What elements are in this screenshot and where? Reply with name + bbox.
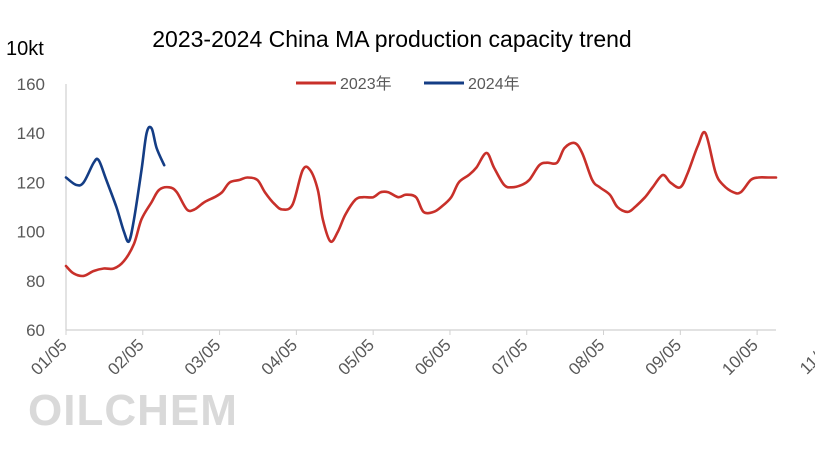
x-tick-label: 11/05	[796, 335, 815, 378]
watermark: OILCHEM	[28, 386, 238, 435]
x-tick-label: 03/05	[181, 335, 225, 379]
y-tick-label: 160	[17, 75, 45, 94]
y-tick-label: 120	[17, 173, 45, 192]
x-tick-label: 04/05	[258, 335, 302, 379]
x-tick-label: 05/05	[334, 335, 378, 379]
x-tick-label: 01/05	[27, 335, 71, 379]
y-tick-label: 140	[17, 124, 45, 143]
y-tick-label: 60	[26, 321, 45, 340]
x-tick-label: 09/05	[642, 335, 686, 379]
x-tick-label: 10/05	[718, 335, 762, 379]
x-tick-label: 06/05	[411, 335, 455, 379]
y-axis-unit: 10kt	[6, 38, 44, 60]
x-tick-label: 08/05	[565, 335, 609, 379]
x-tick-label: 02/05	[104, 335, 148, 379]
y-tick-label: 80	[26, 272, 45, 291]
series-lines	[64, 125, 778, 278]
x-axis-ticks: 01/05 02/05 03/05 04/05 05/05 06/05 07/05 08/05…	[27, 330, 815, 379]
chart-title: 2023-2024 China MA production capacity t…	[152, 26, 631, 52]
y-tick-label: 100	[17, 223, 45, 242]
series-line-1	[64, 125, 166, 244]
legend-label: 2024年	[468, 75, 520, 93]
axes	[65, 84, 776, 331]
x-tick-label: 07/05	[488, 335, 532, 379]
legend-label: 2023年	[340, 75, 392, 93]
y-axis-ticks: 60 80 100 120 140 160	[17, 75, 45, 340]
series-line-0	[64, 130, 778, 278]
legend: 2023年 2024年	[296, 75, 520, 93]
